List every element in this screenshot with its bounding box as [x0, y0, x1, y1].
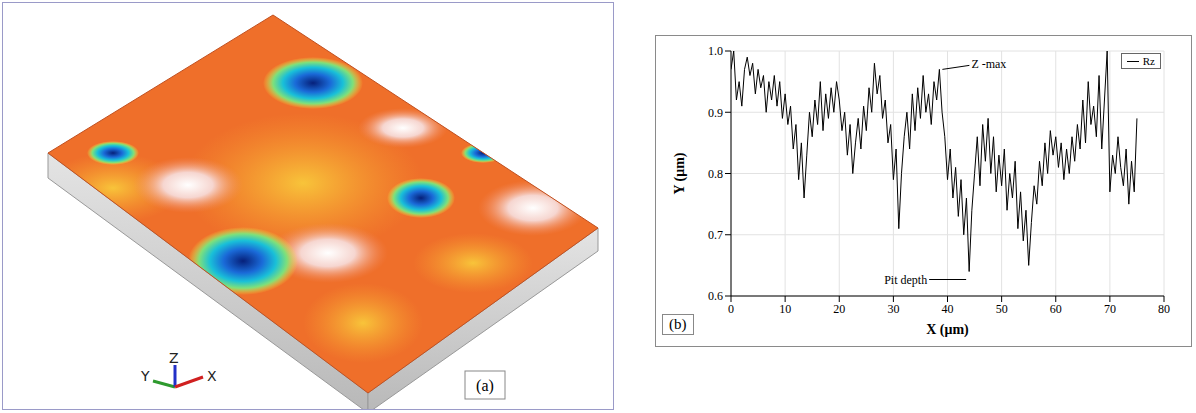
svg-text:20: 20	[833, 302, 845, 316]
svg-text:X (μm): X (μm)	[926, 322, 969, 338]
svg-text:80: 80	[1158, 302, 1170, 316]
svg-text:Y (μm): Y (μm)	[672, 152, 688, 194]
svg-text:X: X	[207, 368, 217, 384]
svg-text:50: 50	[996, 302, 1008, 316]
svg-text:0.9: 0.9	[708, 106, 723, 120]
svg-text:40: 40	[942, 302, 954, 316]
svg-text:0.7: 0.7	[708, 228, 723, 242]
svg-text:1.0: 1.0	[708, 44, 723, 58]
svg-text:0.6: 0.6	[708, 289, 723, 303]
svg-text:Pit depth: Pit depth	[884, 273, 927, 287]
svg-text:Z -max: Z -max	[971, 57, 1006, 71]
html-text:(b): (b)	[669, 316, 687, 332]
svg-text:(a): (a)	[476, 377, 494, 395]
html-text:Rz: Rz	[1142, 55, 1155, 67]
svg-text:10: 10	[779, 302, 791, 316]
svg-text:Z: Z	[169, 350, 179, 366]
svg-text:Y: Y	[140, 368, 150, 384]
svg-text:70: 70	[1104, 302, 1116, 316]
svg-text:30: 30	[887, 302, 899, 316]
svg-text:60: 60	[1050, 302, 1062, 316]
svg-text:0: 0	[728, 302, 734, 316]
svg-text:0.8: 0.8	[708, 167, 723, 181]
